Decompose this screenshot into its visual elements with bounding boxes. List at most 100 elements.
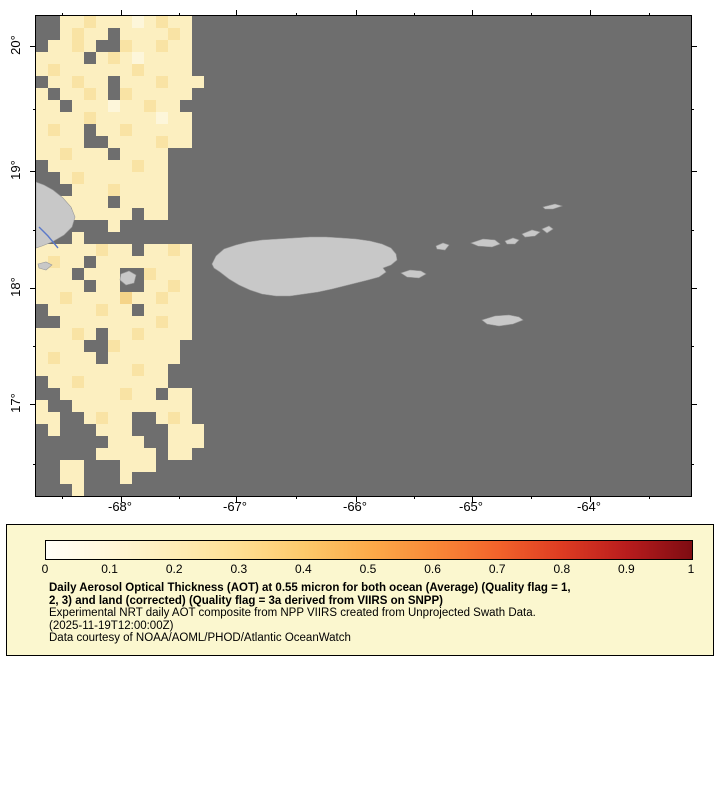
aot-data-cell	[60, 292, 72, 304]
aot-data-cell	[156, 112, 168, 124]
axis-tick	[691, 404, 697, 405]
aot-data-cell	[132, 160, 144, 172]
aot-data-cell	[144, 328, 156, 340]
axis-tick	[178, 13, 180, 16]
lat-tick-label: 17°	[8, 393, 23, 413]
aot-data-cell	[156, 268, 168, 280]
aot-data-cell	[180, 112, 192, 124]
aot-data-cell	[156, 40, 168, 52]
aot-data-cell	[132, 196, 144, 208]
lon-axis: -68° -67° -66° -65° -64°	[35, 497, 692, 517]
axis-tick	[236, 10, 237, 16]
aot-data-cell	[168, 400, 180, 412]
aot-data-cell	[84, 316, 96, 328]
aot-data-cell	[84, 184, 96, 196]
aot-data-cell	[120, 28, 132, 40]
aot-data-cell	[96, 280, 108, 292]
aot-data-cell	[84, 40, 96, 52]
aot-data-cell	[168, 292, 180, 304]
aot-data-cell	[120, 208, 132, 220]
axis-tick	[236, 496, 237, 502]
aot-data-cell	[72, 76, 84, 88]
aot-data-cell	[120, 376, 132, 388]
aot-data-cell	[120, 436, 132, 448]
aot-data-cell	[48, 364, 60, 376]
axis-tick	[691, 171, 697, 172]
aot-data-cell	[156, 16, 168, 28]
aot-data-cell	[60, 16, 72, 28]
aot-data-cell	[180, 64, 192, 76]
aot-data-cell	[48, 340, 60, 352]
aot-data-cell	[144, 388, 156, 400]
aot-data-cell	[60, 376, 72, 388]
caption-source-line: Experimental NRT daily AOT composite fro…	[49, 607, 536, 619]
aot-data-cell	[168, 136, 180, 148]
aot-data-cell	[96, 256, 108, 268]
aot-data-cell	[144, 124, 156, 136]
aot-data-cell	[108, 184, 120, 196]
aot-data-cell	[132, 112, 144, 124]
aot-data-cell	[60, 76, 72, 88]
aot-data-cell	[132, 40, 144, 52]
aot-data-cell	[156, 376, 168, 388]
aot-data-cell	[108, 376, 120, 388]
aot-data-cell	[84, 28, 96, 40]
aot-data-cell	[108, 292, 120, 304]
aot-data-cell	[96, 292, 108, 304]
aot-data-cell	[84, 160, 96, 172]
aot-data-cell	[48, 124, 60, 136]
aot-data-cell	[108, 280, 120, 292]
aot-data-cell	[108, 136, 120, 148]
axis-tick	[62, 13, 64, 16]
aot-data-cell	[180, 400, 192, 412]
aot-data-cell	[48, 76, 60, 88]
aot-data-cell	[48, 412, 60, 424]
aot-data-cell	[72, 484, 84, 496]
aot-data-cell	[168, 304, 180, 316]
aot-data-cell	[96, 16, 108, 28]
aot-data-cell	[144, 184, 156, 196]
aot-data-cell	[84, 304, 96, 316]
aot-data-cell	[72, 328, 84, 340]
aot-data-cell	[120, 316, 132, 328]
aot-data-cell	[144, 364, 156, 376]
aot-data-cell	[156, 124, 168, 136]
aot-data-cell	[144, 100, 156, 112]
land-st-john	[504, 237, 520, 245]
aot-data-cell	[156, 148, 168, 160]
aot-data-cell	[84, 352, 96, 364]
aot-data-cell	[96, 316, 108, 328]
aot-data-cell	[84, 328, 96, 340]
aot-data-cell	[108, 412, 120, 424]
aot-data-cell	[36, 292, 48, 304]
aot-data-cell	[72, 64, 84, 76]
aot-data-cell	[96, 304, 108, 316]
axis-tick	[414, 13, 415, 16]
aot-data-cell	[72, 280, 84, 292]
aot-data-cell	[60, 304, 72, 316]
aot-data-cell	[132, 148, 144, 160]
axis-tick	[648, 13, 650, 16]
aot-data-cell	[132, 328, 144, 340]
aot-data-cell	[156, 316, 168, 328]
legend-caption: Daily Aerosol Optical Thickness (AOT) at…	[49, 582, 703, 645]
aot-data-cell	[60, 112, 72, 124]
aot-data-cell	[156, 328, 168, 340]
aot-data-cell	[168, 448, 180, 460]
aot-data-cell	[144, 280, 156, 292]
land-culebra	[435, 242, 450, 251]
axis-tick	[691, 108, 694, 110]
aot-data-cell	[36, 412, 48, 424]
aot-data-cell	[96, 400, 108, 412]
aot-data-cell	[144, 244, 156, 256]
aot-data-cell	[144, 112, 156, 124]
aot-data-cell	[180, 16, 192, 28]
land-saona-island	[37, 261, 53, 271]
aot-data-cell	[168, 280, 180, 292]
axis-tick	[691, 229, 694, 231]
aot-data-cell	[180, 304, 192, 316]
aot-data-cell	[132, 136, 144, 148]
axis-tick	[531, 13, 532, 16]
aot-data-cell	[144, 256, 156, 268]
aot-data-cell	[48, 268, 60, 280]
